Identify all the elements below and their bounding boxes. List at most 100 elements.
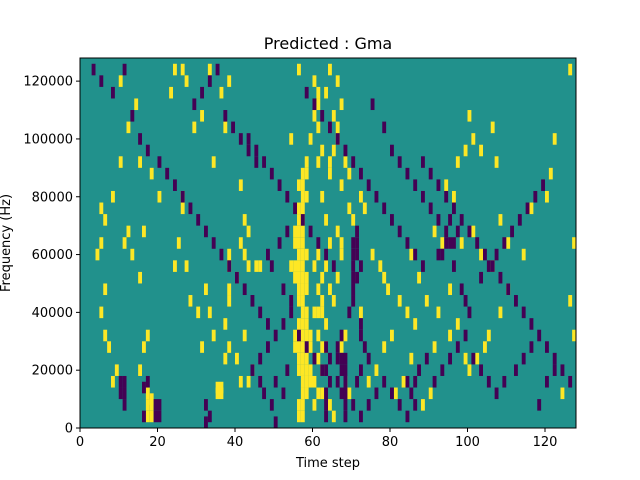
heatmap-cell-low [448,352,453,365]
heatmap-cell-low [537,399,542,411]
heatmap-cell-low [444,190,449,203]
heatmap-cell-low [405,237,410,249]
heatmap-cell-low [351,237,356,249]
heatmap-cell-low [436,214,441,226]
heatmap-cell-high [347,387,352,400]
heatmap-cell-low [339,352,344,365]
heatmap-cell-high [223,352,228,365]
heatmap-cell-low [529,341,534,353]
heatmap-cell-high [215,387,220,400]
heatmap-cell-high [289,133,294,145]
heatmap-cell-high [331,144,336,157]
heatmap-cell-high [180,202,185,215]
heatmap-cell-high [118,156,123,168]
x-tick-label: 40 [227,435,244,450]
heatmap-cell-high [471,133,476,145]
heatmap-cell-high [316,156,321,168]
heatmap-cell-low [173,179,177,191]
heatmap-cell-low [459,283,464,296]
y-tick-label: 20000 [32,364,73,379]
heatmap-cell-high [316,306,321,319]
heatmap-cell-low [273,416,278,428]
heatmap-cell-high [227,75,232,87]
heatmap-cell-low [455,341,460,353]
heatmap-cell-high [300,318,305,330]
heatmap-cell-low [324,341,329,353]
heatmap-cell-high [223,121,228,134]
heatmap-cell-high [300,202,305,215]
heatmap-cell-low [207,410,212,423]
heatmap-cell-low [514,295,518,307]
heatmap-cell-high [238,179,243,191]
heatmap-cell-high [440,237,445,249]
heatmap-cell-high [99,306,104,319]
heatmap-cell-high [436,306,441,319]
heatmap-cell-low [428,202,433,215]
heatmap-cell-low [359,260,363,272]
heatmap-cell-high [173,63,177,76]
heatmap-cell-high [293,329,298,342]
heatmap-cell-high [211,329,216,342]
heatmap-cell-low [405,410,410,423]
heatmap-cell-low [405,167,410,180]
heatmap-cell-high [145,410,150,423]
heatmap-cell-high [300,295,305,307]
heatmap-cell-low [432,375,437,388]
heatmap-cell-high [246,225,251,238]
heatmap-cell-high [366,375,371,388]
heatmap-cell-high [227,248,232,261]
heatmap-cell-high [328,167,332,180]
heatmap-cell-high [459,237,464,249]
heatmap-cell-high [463,144,468,157]
heatmap-cell-high [568,63,573,76]
heatmap-cell-high [297,271,301,284]
heatmap-cell-low [254,156,259,168]
heatmap-cell-high [196,306,201,319]
heatmap-cell-low [235,271,239,284]
heatmap-cell-high [242,214,247,226]
heatmap-cell-high [300,329,305,342]
heatmap-cell-high [308,375,313,388]
heatmap-cell-low [192,98,197,111]
heatmap-cell-low [525,202,530,215]
heatmap-cell-low [320,364,325,376]
y-axis: 0 20000 40000 60000 80000 100000 120000 [23,75,80,437]
heatmap-cell-high [300,190,305,203]
heatmap-cell-high [417,271,422,284]
heatmap-cell-low [440,248,445,261]
heatmap-cell-high [200,110,205,122]
heatmap-cell-high [219,387,224,400]
heatmap-cell-high [258,260,263,272]
heatmap-cell-low [533,190,538,203]
heatmap-cell-low [269,399,274,411]
heatmap-cell-low [374,387,379,400]
heatmap-cell-low [130,110,135,122]
heatmap-cell-low [204,399,208,411]
heatmap-cell-low [122,375,127,388]
heatmap-cell-low [483,248,487,261]
heatmap-cell-low [269,167,274,180]
heatmap-cell-low [568,375,573,388]
heatmap-cell-high [138,271,143,284]
heatmap-cell-high [126,225,131,238]
heatmap-cell-low [502,237,507,249]
heatmap-cell-high [246,260,251,272]
heatmap-cell-high [300,410,305,423]
heatmap-cell-low [250,295,255,307]
heatmap-cell-high [142,225,146,238]
heatmap-cell-low [448,214,453,226]
heatmap-cell-low [269,260,274,272]
heatmap-cell-high [304,318,309,330]
y-tick-label: 100000 [23,132,73,147]
heatmap-cell-low [207,75,212,87]
heatmap-cell-high [331,295,336,307]
heatmap-cell-high [320,271,325,284]
heatmap-cell-high [572,237,577,249]
heatmap-cell-high [339,237,344,249]
heatmap-cell-low [467,225,472,238]
heatmap-cell-low [471,352,476,365]
heatmap-cell-high [297,63,301,76]
heatmap-cell-high [335,121,340,134]
heatmap-cell-low [467,306,472,319]
heatmap-cell-low [490,260,495,272]
